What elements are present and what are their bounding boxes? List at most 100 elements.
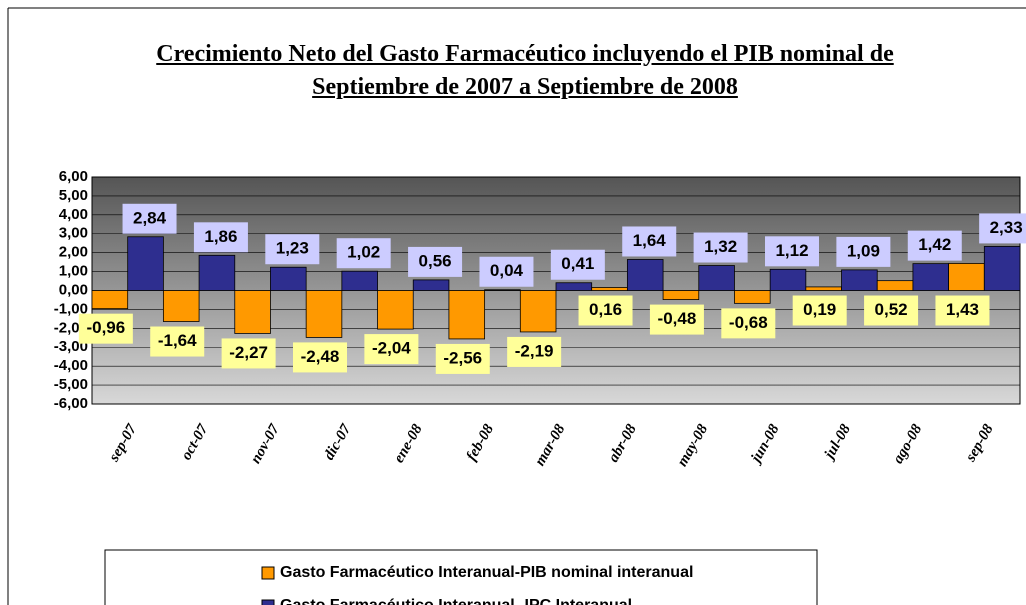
data-label-box — [550, 249, 605, 280]
bar — [412, 279, 450, 291]
data-label-box — [578, 295, 633, 326]
data-label: -2,19 — [515, 341, 554, 360]
bar — [983, 246, 1021, 291]
data-label-box — [408, 246, 463, 277]
y-tick-label: -5,00 — [54, 376, 88, 393]
y-tick-label: 6,00 — [59, 168, 88, 185]
bar — [912, 263, 950, 291]
data-label: -2,27 — [229, 343, 268, 362]
bar — [876, 280, 914, 291]
data-label-box — [435, 343, 490, 374]
data-label: 0,56 — [419, 251, 452, 270]
data-label-box — [479, 256, 534, 287]
data-label: 1,32 — [704, 237, 737, 256]
data-label-box — [907, 230, 962, 261]
x-tick-label: ago-08 — [890, 421, 925, 466]
data-label-box — [150, 326, 205, 357]
data-label: 0,04 — [490, 261, 524, 280]
bar — [805, 286, 842, 291]
bar — [555, 282, 593, 291]
bar — [626, 259, 664, 291]
data-label: 1,64 — [633, 231, 667, 250]
data-label: 1,43 — [946, 300, 979, 319]
data-label-box — [507, 336, 562, 367]
data-label-box — [265, 234, 320, 265]
y-tick-label: -1,00 — [54, 300, 88, 317]
y-tick-label: 4,00 — [59, 206, 88, 223]
x-tick-label: dic-07 — [321, 421, 354, 463]
data-label: -0,96 — [86, 318, 125, 337]
x-tick-label: feb-08 — [464, 421, 498, 463]
bar — [948, 263, 985, 291]
data-label-box — [622, 226, 677, 257]
chart-title: Crecimiento Neto del Gasto Farmacéutico … — [156, 41, 894, 100]
data-label-box — [765, 236, 819, 267]
data-label: -0,48 — [658, 309, 697, 328]
data-label-box — [693, 232, 748, 263]
data-label: -2,56 — [443, 348, 482, 367]
bar — [448, 290, 486, 340]
bar — [377, 290, 414, 330]
data-label: 1,42 — [918, 235, 951, 254]
legend-label: Gasto Farmacéutico Interanual- IPC Inter… — [280, 597, 632, 605]
data-label-box — [221, 338, 276, 369]
bar — [127, 236, 164, 291]
data-label: 0,52 — [875, 300, 908, 319]
data-label: 0,19 — [803, 300, 836, 319]
x-tick-label: abr-08 — [606, 421, 641, 465]
x-tick-label: oct-07 — [178, 421, 211, 463]
x-tick-label: jul-08 — [821, 421, 854, 463]
bar — [591, 287, 628, 291]
data-label: 1,09 — [847, 241, 880, 260]
data-label-box — [193, 222, 248, 253]
bar — [162, 290, 200, 322]
data-label-box — [293, 342, 347, 373]
data-label-box — [78, 313, 133, 344]
data-label-box — [792, 295, 847, 326]
data-label-box — [122, 203, 177, 234]
legend-label: Gasto Farmacéutico Interanual-PIB nomina… — [280, 564, 693, 581]
x-tick-label: mar-08 — [532, 421, 569, 468]
y-tick-label: 5,00 — [59, 187, 88, 204]
bar — [698, 265, 735, 291]
data-label-box — [979, 213, 1026, 244]
y-tick-label: 3,00 — [59, 225, 88, 242]
bar — [734, 290, 771, 304]
bar — [91, 290, 129, 310]
legend-swatch — [261, 599, 275, 605]
bar — [305, 290, 343, 338]
data-label-box — [935, 295, 990, 326]
data-label: -2,04 — [372, 339, 411, 358]
data-label: 2,33 — [990, 218, 1023, 237]
data-label: -2,48 — [301, 347, 340, 366]
data-label: -1,64 — [158, 331, 197, 350]
y-tick-label: 1,00 — [59, 263, 88, 280]
x-tick-label: nov-07 — [248, 421, 283, 466]
data-label: 1,86 — [204, 227, 237, 246]
bar — [519, 290, 557, 333]
data-label: 1,02 — [347, 243, 380, 262]
y-tick-label: -6,00 — [54, 395, 88, 412]
data-label-box — [364, 334, 419, 365]
bar — [270, 266, 307, 291]
data-label-box — [836, 236, 891, 267]
data-label: 1,23 — [276, 239, 309, 258]
data-label-box — [336, 238, 391, 269]
bar — [769, 268, 807, 291]
data-label: 0,41 — [561, 254, 594, 273]
bar — [198, 254, 236, 291]
data-label: 2,84 — [133, 208, 167, 227]
bar — [662, 290, 700, 300]
data-label: 0,16 — [589, 300, 622, 319]
x-tick-label: jun-08 — [747, 421, 783, 467]
data-label: 1,12 — [775, 241, 808, 260]
y-tick-label: 2,00 — [59, 244, 88, 261]
data-label-box — [864, 295, 919, 326]
y-tick-label: 0,00 — [59, 281, 88, 298]
data-label-box — [721, 308, 776, 339]
bar — [841, 269, 878, 291]
data-label-box — [649, 304, 704, 335]
bar — [484, 289, 521, 291]
x-tick-label: sep-08 — [962, 421, 997, 465]
